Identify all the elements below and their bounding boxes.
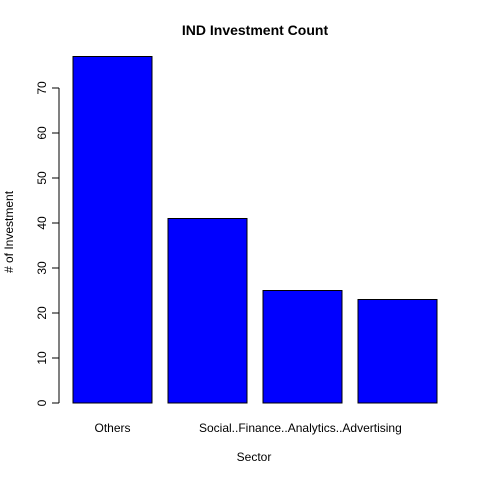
y-tick-label-40: 40 <box>35 216 49 230</box>
x-tick-labels: Others Social..Finance..Analytics..Advert… <box>94 421 401 435</box>
bar-3 <box>262 290 343 404</box>
y-tick-label-60: 60 <box>35 126 49 140</box>
x-tick-label-2: Social..Finance..Analytics..Advertising <box>199 421 402 435</box>
y-axis-label: # of Investment <box>2 190 16 273</box>
y-tick-label-70: 70 <box>35 81 49 95</box>
y-tick-label-20: 20 <box>35 306 49 320</box>
bar-1 <box>72 56 153 404</box>
x-tick-label-1: Others <box>94 421 130 435</box>
y-axis: 0 10 20 30 40 50 60 70 <box>35 81 60 406</box>
x-axis-label: Sector <box>237 450 272 464</box>
y-tick-label-50: 50 <box>35 171 49 185</box>
y-tick-label-0: 0 <box>35 399 49 406</box>
y-tick-label-30: 30 <box>35 261 49 275</box>
chart-title: IND Investment Count <box>182 22 329 38</box>
bar-2 <box>167 218 248 404</box>
bars-group <box>72 56 438 404</box>
y-tick-label-10: 10 <box>35 351 49 365</box>
bar-4 <box>357 299 438 404</box>
